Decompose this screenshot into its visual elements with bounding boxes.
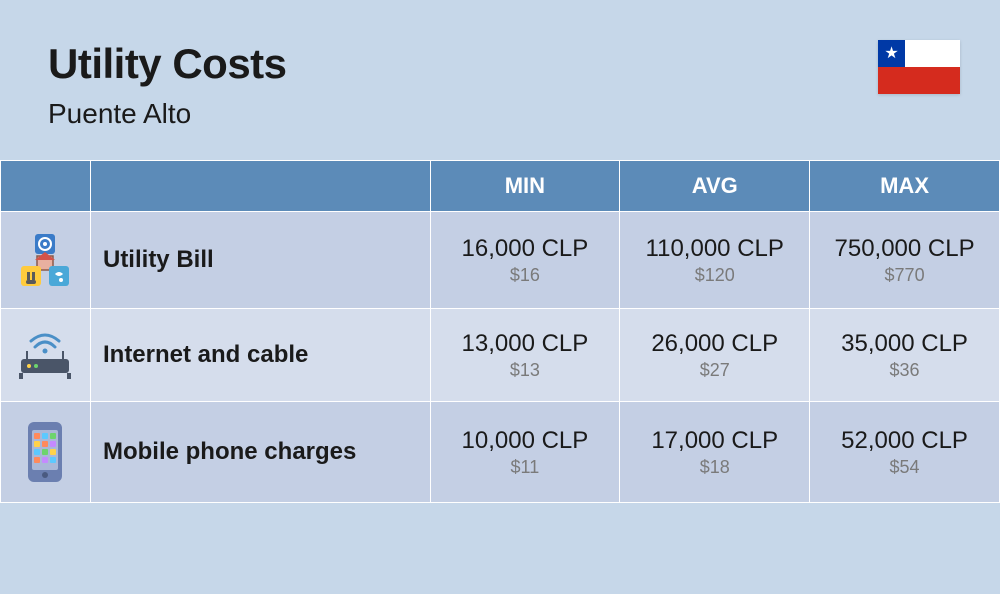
- utility-icon: [15, 230, 75, 290]
- col-max: MAX: [810, 161, 1000, 212]
- cell-avg: 17,000 CLP $18: [620, 402, 810, 503]
- value-primary: 13,000 CLP: [443, 330, 608, 358]
- table-header-row: MIN AVG MAX: [1, 161, 1000, 212]
- flag-star-icon: ★: [884, 46, 898, 62]
- value-secondary: $770: [822, 265, 987, 286]
- value-primary: 110,000 CLP: [632, 235, 797, 263]
- page-subtitle: Puente Alto: [48, 98, 287, 130]
- phone-icon: [24, 420, 66, 484]
- title-block: Utility Costs Puente Alto: [48, 40, 287, 130]
- row-icon-cell: [1, 212, 91, 309]
- row-label: Utility Bill: [90, 212, 430, 309]
- value-secondary: $16: [443, 265, 608, 286]
- cell-min: 16,000 CLP $16: [430, 212, 620, 309]
- value-secondary: $36: [822, 360, 987, 381]
- value-secondary: $54: [822, 457, 987, 478]
- cell-max: 750,000 CLP $770: [810, 212, 1000, 309]
- cell-max: 52,000 CLP $54: [810, 402, 1000, 503]
- value-primary: 52,000 CLP: [822, 427, 987, 455]
- page-title: Utility Costs: [48, 40, 287, 88]
- header: Utility Costs Puente Alto ★: [0, 0, 1000, 160]
- value-secondary: $13: [443, 360, 608, 381]
- value-primary: 750,000 CLP: [822, 235, 987, 263]
- cell-avg: 26,000 CLP $27: [620, 309, 810, 402]
- value-secondary: $18: [632, 457, 797, 478]
- table-row: Utility Bill 16,000 CLP $16 110,000 CLP …: [1, 212, 1000, 309]
- col-min: MIN: [430, 161, 620, 212]
- chile-flag-icon: ★: [878, 40, 960, 94]
- value-primary: 35,000 CLP: [822, 330, 987, 358]
- value-secondary: $11: [443, 457, 608, 478]
- router-icon: [13, 327, 77, 383]
- value-secondary: $27: [632, 360, 797, 381]
- value-primary: 16,000 CLP: [443, 235, 608, 263]
- table-row: Mobile phone charges 10,000 CLP $11 17,0…: [1, 402, 1000, 503]
- table-row: Internet and cable 13,000 CLP $13 26,000…: [1, 309, 1000, 402]
- cell-min: 13,000 CLP $13: [430, 309, 620, 402]
- col-avg: AVG: [620, 161, 810, 212]
- col-icon: [1, 161, 91, 212]
- row-icon-cell: [1, 402, 91, 503]
- value-primary: 26,000 CLP: [632, 330, 797, 358]
- value-primary: 10,000 CLP: [443, 427, 608, 455]
- costs-table: MIN AVG MAX: [0, 160, 1000, 503]
- cell-avg: 110,000 CLP $120: [620, 212, 810, 309]
- value-primary: 17,000 CLP: [632, 427, 797, 455]
- row-icon-cell: [1, 309, 91, 402]
- row-label: Mobile phone charges: [90, 402, 430, 503]
- cell-max: 35,000 CLP $36: [810, 309, 1000, 402]
- value-secondary: $120: [632, 265, 797, 286]
- row-label: Internet and cable: [90, 309, 430, 402]
- col-label: [90, 161, 430, 212]
- cell-min: 10,000 CLP $11: [430, 402, 620, 503]
